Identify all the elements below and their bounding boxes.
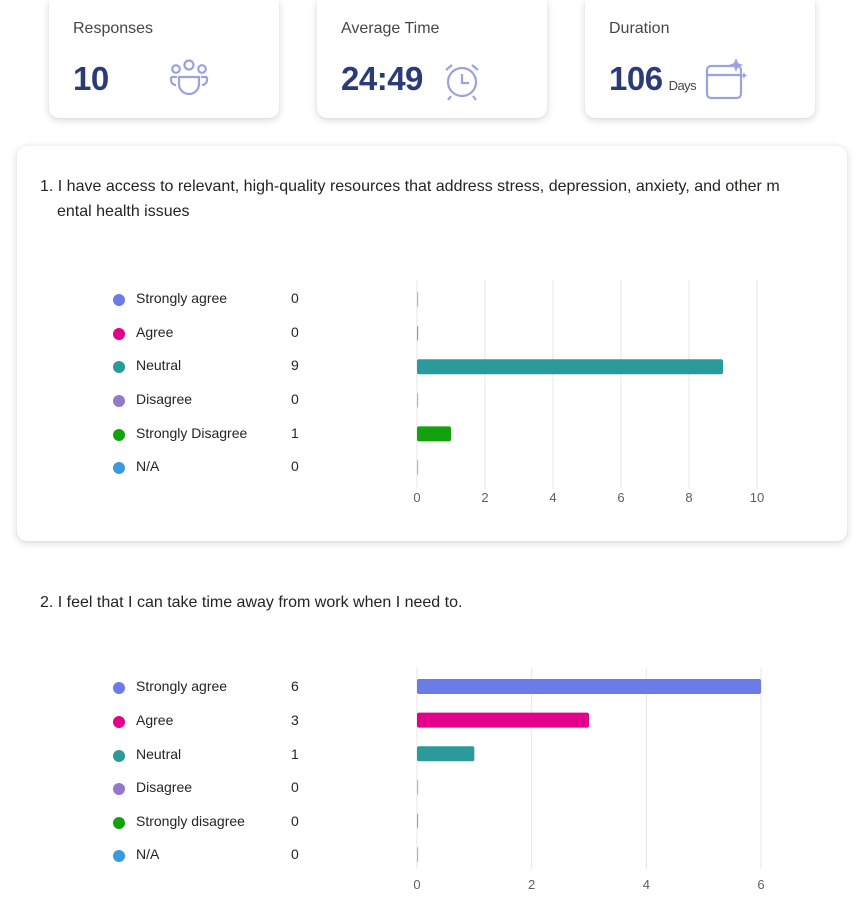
bar[interactable] xyxy=(417,779,419,795)
legend-label: Strongly agree xyxy=(136,290,228,306)
x-tick-label: 6 xyxy=(757,877,764,892)
legend-count: 0 xyxy=(291,779,299,795)
legend-label: Agree xyxy=(136,324,174,340)
legend-count: 0 xyxy=(291,813,299,829)
alarm-clock-icon xyxy=(445,64,479,101)
x-tick-label: 6 xyxy=(617,490,624,505)
legend-count: 3 xyxy=(291,712,299,728)
responses-card: Responses 10 xyxy=(49,0,279,118)
legend-label: Disagree xyxy=(136,779,193,795)
legend-color-dot xyxy=(113,429,125,441)
legend-label: Strongly Disagree xyxy=(136,425,248,441)
legend-count: 0 xyxy=(291,391,299,407)
bar[interactable] xyxy=(417,359,723,375)
duration-number: 106 xyxy=(609,60,663,97)
legend-label: Agree xyxy=(136,712,174,728)
legend-color-dot xyxy=(113,462,125,474)
question-1-title-line1: 1. I have access to relevant, high-quali… xyxy=(40,178,780,195)
duration-card: Duration 106 Days xyxy=(585,0,815,118)
bar[interactable] xyxy=(417,325,419,341)
legend-color-dot xyxy=(113,750,125,762)
legend-color-dot xyxy=(113,395,125,407)
legend-count: 1 xyxy=(291,425,299,441)
question-2-section: 2. I feel that I can take time away from… xyxy=(17,580,847,910)
bar[interactable] xyxy=(417,392,419,408)
legend-count: 0 xyxy=(291,846,299,862)
bar[interactable] xyxy=(417,847,419,862)
x-tick-label: 2 xyxy=(528,877,535,892)
question-2-bar-chart: 0 2 4 6 xyxy=(413,668,765,892)
legend-color-dot xyxy=(113,294,125,306)
legend-label: N/A xyxy=(136,458,160,474)
people-group-icon xyxy=(169,59,209,96)
responses-label: Responses xyxy=(73,20,154,37)
legend-count: 1 xyxy=(291,746,299,762)
x-tick-label: 2 xyxy=(481,490,488,505)
question-1-bar-chart: 0 2 4 6 8 10 xyxy=(413,280,764,505)
bar[interactable] xyxy=(417,712,589,728)
legend-color-dot xyxy=(113,850,125,862)
duration-unit: Days xyxy=(668,78,697,93)
x-tick-label: 0 xyxy=(413,877,420,892)
legend-color-dot xyxy=(113,328,125,340)
legend-color-dot xyxy=(113,783,125,795)
question-1-title: 1. I have access to relevant, high-quali… xyxy=(40,174,830,224)
legend-label: Disagree xyxy=(136,391,193,407)
calendar-sparkle-icon xyxy=(705,58,748,100)
average-time-label: Average Time xyxy=(341,20,440,37)
legend-count: 9 xyxy=(291,357,299,373)
legend-label: Strongly agree xyxy=(136,678,228,694)
duration-value: 106 Days xyxy=(609,60,697,98)
legend-count: 6 xyxy=(291,678,299,694)
bar[interactable] xyxy=(417,679,761,694)
legend-color-dot xyxy=(113,361,125,373)
question-2-title: 2. I feel that I can take time away from… xyxy=(40,594,463,611)
question-1-title-line2: ental health issues xyxy=(57,203,190,220)
legend-color-dot xyxy=(113,682,125,694)
bar[interactable] xyxy=(417,746,475,762)
x-tick-label: 4 xyxy=(643,877,650,892)
responses-value: 10 xyxy=(73,60,109,97)
x-tick-label: 8 xyxy=(685,490,692,505)
legend-color-dot xyxy=(113,817,125,829)
x-tick-label: 10 xyxy=(750,490,764,505)
bar[interactable] xyxy=(417,460,419,475)
average-time-value: 24:49 xyxy=(341,60,423,97)
legend-count: 0 xyxy=(291,290,299,306)
legend-count: 0 xyxy=(291,324,299,340)
legend-label: N/A xyxy=(136,846,160,862)
legend-color-dot xyxy=(113,716,125,728)
legend-label: Strongly disagree xyxy=(136,813,245,829)
bar[interactable] xyxy=(417,813,419,829)
legend-label: Neutral xyxy=(136,746,182,762)
bar[interactable] xyxy=(417,292,419,307)
legend-count: 0 xyxy=(291,458,299,474)
average-time-card: Average Time 24:49 xyxy=(317,0,547,118)
duration-label: Duration xyxy=(609,20,670,37)
x-tick-label: 4 xyxy=(549,490,556,505)
bar[interactable] xyxy=(417,426,451,442)
legend-label: Neutral xyxy=(136,357,182,373)
x-tick-label: 0 xyxy=(413,490,420,505)
question-1-card: 1. I have access to relevant, high-quali… xyxy=(17,146,847,541)
